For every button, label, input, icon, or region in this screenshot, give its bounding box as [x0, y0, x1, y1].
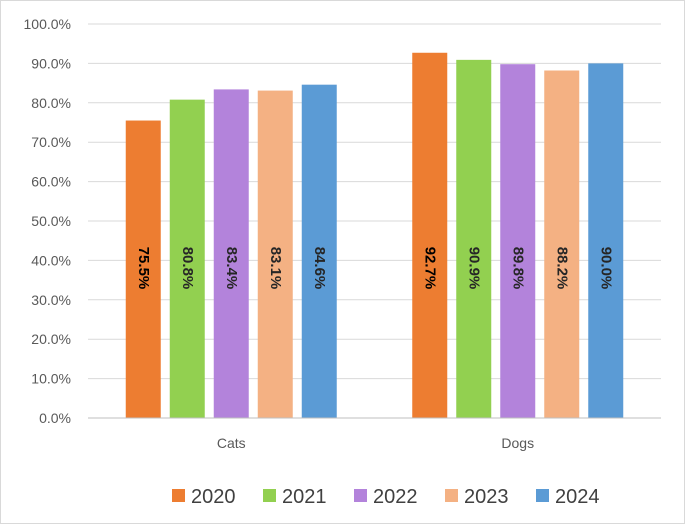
bar-dogs-2022	[500, 64, 536, 419]
y-tick-label: 100.0%	[24, 16, 71, 32]
y-tick-label: 60.0%	[31, 174, 71, 190]
data-label: 80.8%	[179, 247, 196, 290]
data-label: 83.1%	[267, 247, 284, 290]
y-tick-label: 90.0%	[31, 55, 71, 71]
bar-cats-2024	[301, 84, 337, 419]
y-tick-label: 0.0%	[39, 410, 71, 426]
bar-cats-2020	[125, 120, 161, 418]
data-label: 92.7%	[421, 247, 438, 290]
data-label: 90.0%	[597, 247, 614, 290]
bar-dogs-2021	[456, 59, 492, 418]
y-tick-label: 30.0%	[31, 292, 71, 308]
data-label: 75.5%	[135, 247, 152, 290]
x-category-label: Cats	[217, 435, 246, 451]
y-tick-label: 20.0%	[31, 331, 71, 347]
legend-label: 2022	[373, 486, 418, 508]
y-tick-label: 80.0%	[31, 95, 71, 111]
y-tick-label: 10.0%	[31, 371, 71, 387]
legend-swatch	[445, 489, 458, 502]
y-axis: 0.0% 10.0% 20.0% 30.0% 40.0% 50.0% 60.0% 70.0% 8…	[24, 16, 71, 426]
bar-dogs-2023	[544, 70, 580, 418]
bar-dogs-2020	[412, 52, 448, 419]
legend-label: 2020	[191, 486, 236, 508]
y-tick-label: 40.0%	[31, 252, 71, 268]
legend-swatch	[172, 489, 185, 502]
bar-cats-2023	[257, 90, 293, 418]
bars: 75.5% 80.8% 83.4% 83.1% 84.6% 92.7% 90.9% 89.8%…	[125, 52, 624, 419]
bar-dogs-2024	[588, 63, 624, 419]
data-label: 88.2%	[553, 247, 570, 290]
legend-swatch	[263, 489, 276, 502]
x-category-label: Dogs	[501, 435, 534, 451]
legend-label: 2024	[555, 486, 600, 508]
legend-swatch	[536, 489, 549, 502]
data-label: 89.8%	[509, 247, 526, 290]
legend-swatch	[354, 489, 367, 502]
data-label: 90.9%	[465, 247, 482, 290]
y-tick-label: 50.0%	[31, 213, 71, 229]
bar-cats-2021	[169, 99, 205, 418]
x-axis: Cats Dogs	[88, 417, 661, 451]
legend: 2020 2021 2022 2023 2024	[172, 486, 600, 508]
legend-label: 2021	[282, 486, 327, 508]
y-tick-label: 70.0%	[31, 134, 71, 150]
bar-cats-2022	[213, 89, 249, 419]
legend-label: 2023	[464, 486, 509, 508]
data-label: 84.6%	[311, 247, 328, 290]
data-label: 83.4%	[223, 247, 240, 290]
